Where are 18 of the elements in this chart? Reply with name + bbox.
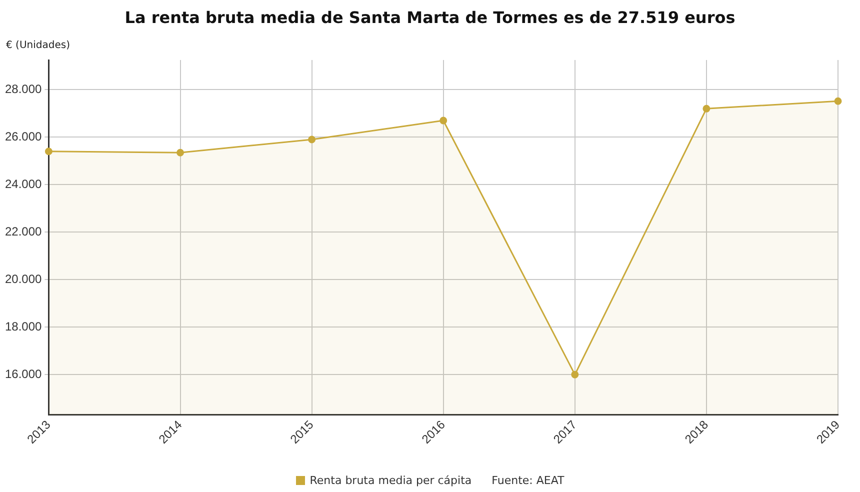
y-tick-label: 26.000 — [5, 129, 42, 144]
point — [571, 370, 579, 378]
source-note: Fuente: AEAT — [492, 474, 564, 487]
point — [308, 136, 316, 144]
y-tick-label: 28.000 — [5, 82, 42, 96]
y-tick-label: 22.000 — [5, 224, 42, 238]
legend-label: Renta bruta media per cápita — [308, 474, 472, 487]
chart-title: La renta bruta media de Santa Marta de Tormes es de 27.519 euros — [124, 8, 736, 27]
point — [176, 148, 184, 156]
point — [702, 104, 710, 112]
point — [440, 116, 448, 124]
y-axis-title: € (Unidades) — [6, 40, 70, 51]
y-tick-label: 18.000 — [5, 319, 42, 334]
y-tick-label: 24.000 — [5, 176, 42, 191]
point — [834, 97, 842, 105]
point — [44, 148, 52, 156]
y-tick-label: 20.000 — [5, 272, 42, 286]
y-tick-label: 16.000 — [5, 366, 42, 381]
